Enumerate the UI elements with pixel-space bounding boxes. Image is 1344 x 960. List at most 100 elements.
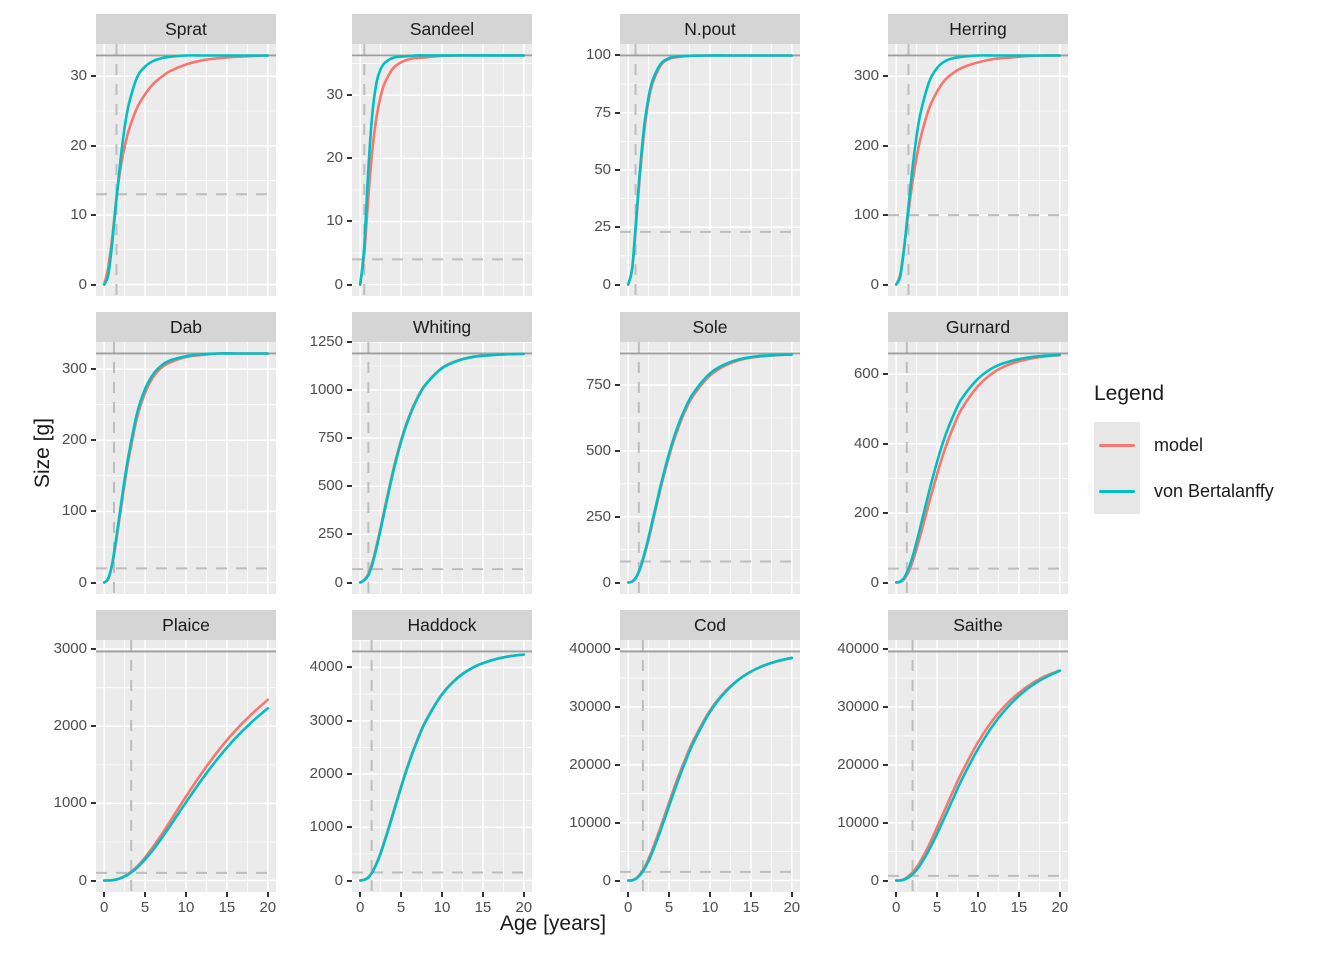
y-tick-label: 0 (602, 573, 611, 591)
von-bertalanffy-curve (102, 54, 270, 286)
facet-strip-title: Plaice (96, 610, 276, 640)
x-tick-mark (266, 892, 269, 897)
facet-sandeel: 0 10 20 30 Sandeel (294, 14, 532, 296)
y-tick-mark (883, 763, 888, 766)
y-tick-label: 1000 (53, 794, 87, 812)
y-tick-label: 30000 (569, 697, 611, 715)
x-tick-mark (1017, 892, 1020, 897)
y-tick-mark (347, 879, 352, 882)
x-tick-label: 5 (140, 899, 150, 916)
facet-sole: 0 250 500 750 Sole (550, 312, 800, 594)
x-tick-mark (790, 892, 793, 897)
x-axis-saithe: 0 5 10 15 20 (888, 892, 1068, 920)
legend-item-model: model (1094, 422, 1274, 468)
von-bertalanffy-curve (358, 352, 526, 584)
x-tick-label: 15 (1010, 899, 1028, 916)
x-tick-label: 0 (624, 899, 633, 916)
y-tick-mark (347, 666, 352, 669)
x-tick-mark (936, 892, 939, 897)
y-tick-label: 2000 (309, 764, 343, 782)
y-tick-label: 10 (326, 212, 343, 230)
y-tick-label: 50 (594, 161, 611, 178)
facet-row-1: 0 10 20 30 Sprat 0 10 20 30 Sandeel 0 25 50 75 100 N.po… (38, 14, 1068, 296)
y-tick-mark (615, 169, 620, 171)
y-tick-label: 30 (326, 86, 343, 104)
y-axis-gurnard: 0 200 400 600 (818, 312, 888, 594)
y-tick-mark (91, 581, 96, 584)
y-tick-mark (615, 879, 620, 882)
y-tick-label: 20000 (569, 755, 611, 773)
von-bertalanffy-curve (626, 353, 794, 584)
legend-title: Legend (1094, 382, 1165, 405)
y-tick-label: 40000 (569, 640, 611, 658)
y-tick-label: 25 (594, 218, 611, 236)
y-tick-label: 0 (334, 573, 343, 591)
y-tick-label: 1000 (309, 818, 343, 836)
x-axis-haddock: 0 5 10 15 20 (352, 892, 532, 920)
facet-row-2: 0 100 200 300 Dab 0 250 500 750 1000 1250 Whiting 0 2… (38, 312, 1068, 594)
panel-plot-n.pout (620, 44, 800, 296)
y-tick-label: 0 (602, 871, 611, 889)
x-tick-label: 20 (783, 899, 801, 916)
y-tick-mark (347, 283, 352, 286)
y-tick-mark (347, 826, 352, 829)
facet-plaice: 0 1000 2000 3000 Plaice 0 5 10 15 20 (38, 610, 276, 920)
y-tick-mark (883, 879, 888, 882)
von-bertalanffy-curve (102, 352, 270, 584)
facet-gurnard: 0 200 400 600 Gurnard (818, 312, 1068, 594)
x-tick-label: 10 (177, 899, 195, 916)
x-tick-label: 20 (1051, 899, 1069, 916)
panel-plot-sprat (96, 44, 276, 296)
y-tick-mark (883, 581, 888, 584)
y-tick-mark (883, 648, 888, 651)
y-tick-label: 4000 (309, 658, 343, 676)
x-tick-mark (400, 892, 403, 897)
y-axis-whiting: 0 250 500 750 1000 1250 (294, 312, 352, 594)
y-tick-label: 10 (70, 206, 87, 224)
y-tick-mark (91, 648, 96, 651)
y-tick-mark (883, 283, 888, 286)
facet-strip-title: Whiting (352, 312, 532, 342)
y-tick-label: 750 (317, 429, 343, 447)
y-tick-mark (883, 442, 888, 445)
y-tick-label: 75 (594, 103, 611, 121)
x-tick-mark (668, 892, 671, 897)
y-tick-label: 250 (317, 525, 343, 543)
facet-strip-title: Gurnard (888, 312, 1068, 342)
y-axis-dab: 0 100 200 300 (38, 312, 96, 594)
y-tick-mark (615, 648, 620, 651)
y-tick-label: 250 (585, 507, 611, 525)
facet-whiting: 0 250 500 750 1000 1250 Whiting (294, 312, 532, 594)
y-tick-mark (883, 705, 888, 708)
panel-plot-gurnard (888, 342, 1068, 594)
y-tick-label: 200 (853, 504, 879, 522)
facet-strip-title: Sprat (96, 14, 276, 44)
legend-label-model: model (1154, 434, 1204, 455)
facet-cod: 0 10000 20000 30000 40000 Cod 0 5 10 15 20 (550, 610, 800, 920)
y-tick-mark (91, 510, 96, 513)
facet-strip-title: Herring (888, 14, 1068, 44)
x-tick-mark (103, 892, 106, 897)
y-tick-mark (347, 220, 352, 223)
facet-strip-title: N.pout (620, 14, 800, 44)
facet-strip-title: Sole (620, 312, 800, 342)
y-tick-mark (883, 821, 888, 824)
x-tick-label: 5 (932, 899, 942, 916)
y-tick-label: 3000 (53, 640, 87, 658)
y-tick-label: 20 (326, 149, 343, 167)
x-tick-mark (185, 892, 187, 897)
y-tick-mark (91, 439, 96, 442)
y-tick-mark (615, 515, 620, 518)
facet-grid: 0 10 20 30 Sprat 0 10 20 30 Sandeel 0 25 50 75 100 N.po… (38, 14, 1068, 936)
y-tick-label: 500 (585, 441, 611, 459)
panel-plot-plaice (96, 640, 276, 892)
y-tick-label: 1250 (309, 332, 343, 350)
y-axis-sprat: 0 10 20 30 (38, 14, 96, 296)
facet-haddock: 0 1000 2000 3000 4000 Haddock 0 5 10 15 20 (294, 610, 532, 920)
von-bertalanffy-curve (102, 707, 270, 882)
legend-items: model von Bertalanffy (1094, 422, 1274, 514)
y-tick-label: 100 (853, 206, 879, 224)
y-tick-label: 40000 (837, 640, 879, 658)
x-tick-mark (977, 892, 979, 897)
von-bertalanffy-curve (358, 653, 526, 882)
